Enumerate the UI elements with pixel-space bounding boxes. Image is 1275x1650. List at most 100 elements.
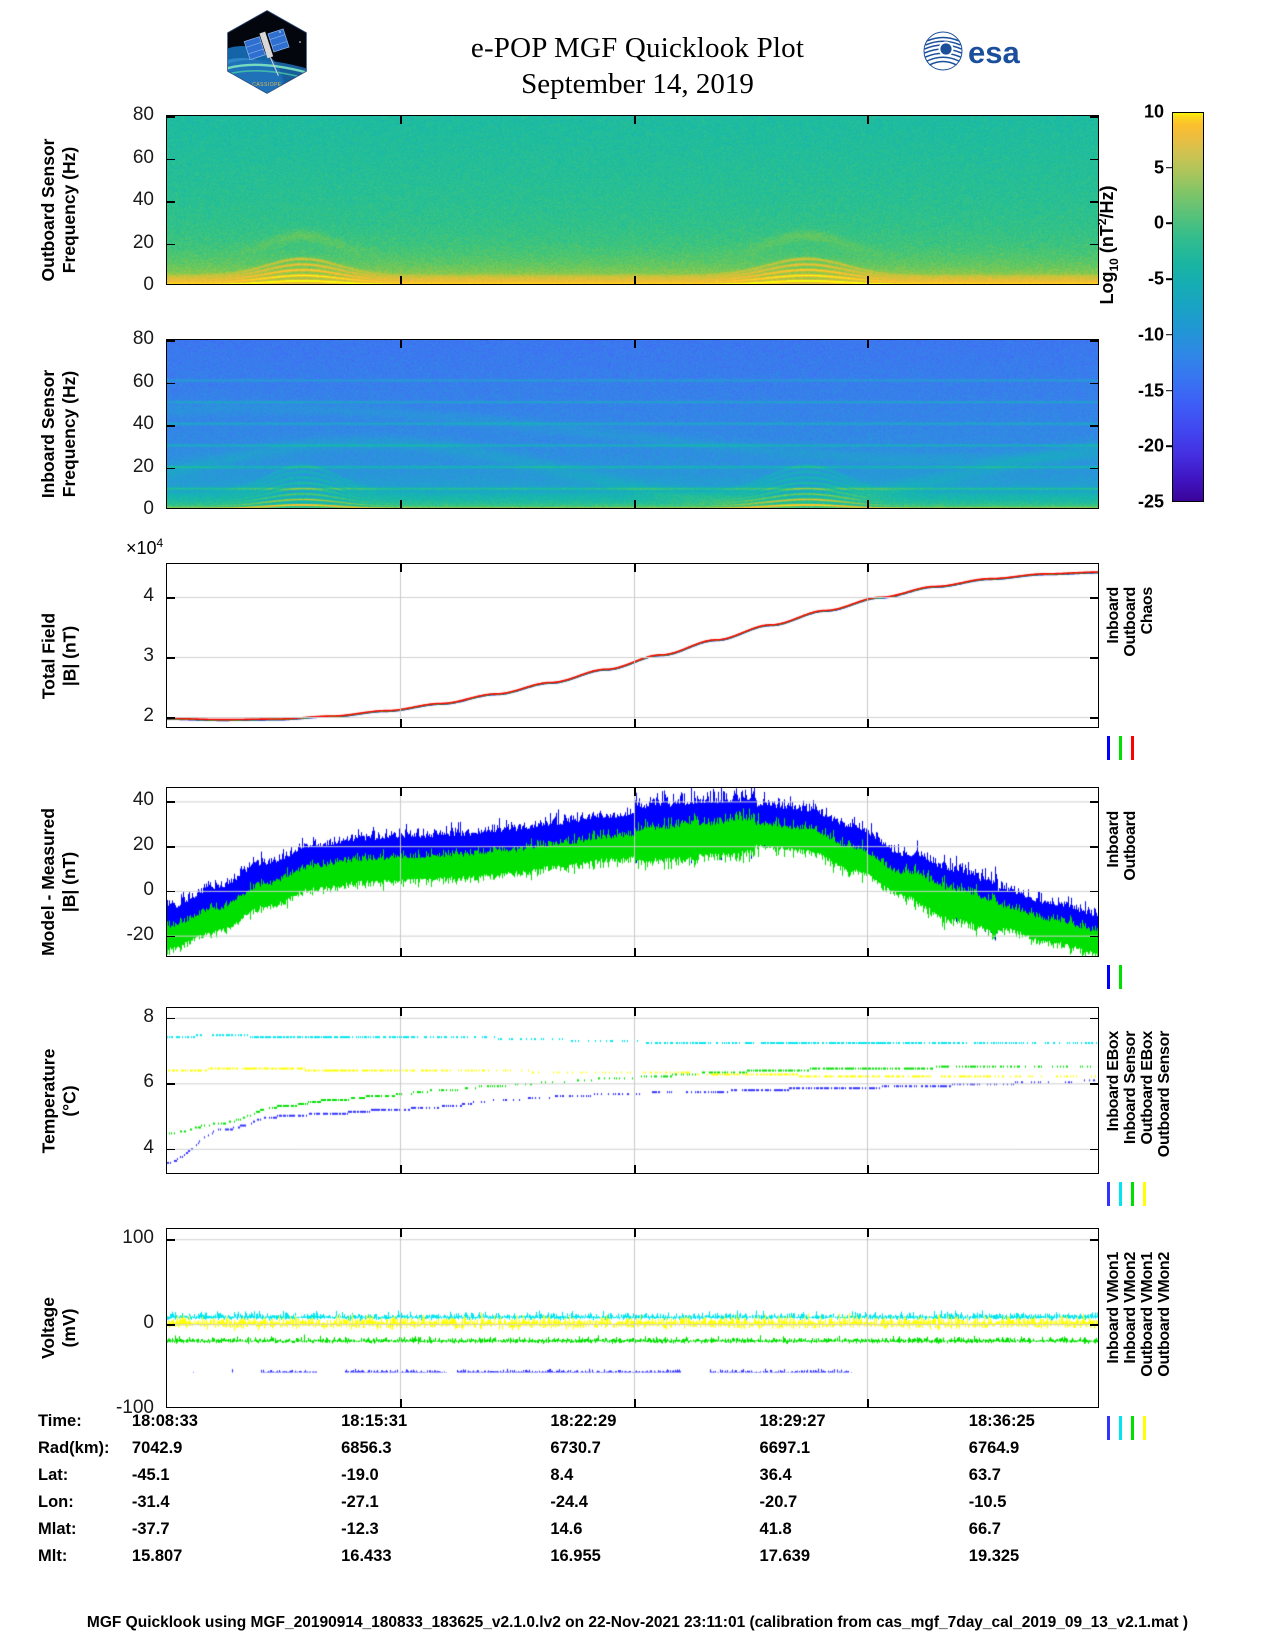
x-tickmark: [634, 116, 636, 124]
ytick-label: 60: [132, 370, 154, 392]
ytick-label: 40: [132, 189, 154, 210]
y-tickmark: [167, 201, 175, 203]
y-tickmark: [1090, 846, 1098, 848]
ephemeris-table-grid: Time: 18:08:33 18:15:31 18:22:29 18:29:27 18:…: [38, 1408, 1178, 1570]
ephemeris-value: 6856.3: [341, 1439, 392, 1457]
ephemeris-value: 6764.9: [968, 1439, 1020, 1457]
x-tickmark: [867, 500, 869, 508]
y-tickmark: [1090, 1324, 1098, 1326]
ephemeris-row-label: Mlat:: [38, 1520, 77, 1538]
ephemeris-value: 63.7: [968, 1466, 1001, 1484]
y-tickmark: [167, 158, 175, 161]
ylabel-inboard-spectrogram: Inboard Sensor Frequency (Hz): [38, 309, 80, 559]
ephemeris-value: -19.0: [341, 1466, 379, 1484]
ephemeris-value: 18:15:31: [341, 1412, 408, 1430]
y-tickmark: [1090, 243, 1098, 246]
title-main-text: e-POP MGF Quicklook Plot: [470, 32, 805, 64]
ytick-label: 3: [143, 645, 154, 666]
ephemeris-value: -10.5: [968, 1493, 1007, 1511]
y-tickmark: [167, 382, 175, 385]
colorbar-gradient: [1172, 112, 1204, 502]
x-tickmark: [634, 948, 636, 956]
ephemeris-value: -37.7: [131, 1520, 170, 1538]
data-canvas-outboard-spectrogram: [167, 116, 1098, 284]
ytick-label: 60: [132, 146, 154, 168]
x-tickmark: [400, 1165, 402, 1173]
colorbar-tickmark: [1166, 278, 1173, 280]
page-title: e-POP MGF Quicklook Plot September 14, 2…: [0, 30, 1275, 102]
x-tickmark: [400, 948, 402, 956]
ephemeris-value: -12.3: [341, 1520, 379, 1538]
ephemeris-row: Mlat: -37.7 -12.3 14.6 41.8 66.7: [38, 1516, 1178, 1543]
ephemeris-row: Time: 18:08:33 18:15:31 18:22:29 18:29:27 18:…: [38, 1408, 1178, 1435]
colorbar-tick-label: -25: [1137, 491, 1164, 512]
y-tickmark: [1090, 201, 1098, 203]
ephemeris-value: 8.4: [550, 1466, 574, 1484]
x-tickmark: [867, 948, 869, 956]
ephemeris-row-label: Lat:: [38, 1466, 69, 1484]
ytick-label: 4: [143, 585, 154, 606]
ylabel-line2: |B| (nT): [59, 625, 79, 686]
title-date-text: September 14, 2019: [521, 68, 754, 100]
x-tickmark: [400, 788, 402, 796]
ephemeris-value: -24.4: [550, 1493, 588, 1511]
y-tickmark: [167, 597, 175, 599]
legend-label: Chaos: [1139, 587, 1156, 635]
ytick-label: 0: [143, 878, 154, 900]
y-tickmark: [1090, 340, 1098, 342]
ylabel-temperature: Temperature (°C): [38, 977, 80, 1224]
ylabel-line1: Temperature: [38, 1048, 58, 1153]
y-tickmark: [167, 116, 175, 118]
ephemeris-row-label: Rad(km):: [38, 1439, 110, 1457]
ephemeris-value: -31.4: [131, 1493, 170, 1511]
ephemeris-value: 18:29:27: [759, 1412, 826, 1430]
y-tickmark: [167, 425, 175, 427]
x-tickmark: [400, 340, 402, 348]
ephemeris-row: Lon: -31.4 -27.1 -24.4 -20.7 -10.5: [38, 1489, 1178, 1516]
x-tickmark: [400, 500, 402, 508]
legend-label: Outboard VMon1: [1139, 1252, 1156, 1377]
ephemeris-value: 6730.7: [550, 1439, 601, 1457]
ephemeris-row-label: Mlt:: [38, 1547, 68, 1565]
ephemeris-row: Lat: -45.1 -19.0 8.4 36.4 63.7: [38, 1462, 1178, 1489]
x-tickmark: [867, 340, 869, 348]
ephemeris-value: 16.955: [550, 1547, 601, 1565]
ytick-label: 2: [143, 705, 154, 726]
x-tickmark: [634, 788, 636, 796]
x-tickmark: [634, 1165, 636, 1173]
y-tickmark: [167, 467, 175, 470]
y-tickmark: [1090, 1017, 1098, 1020]
legend-label: Outboard EBox: [1139, 1031, 1156, 1145]
axes-temperature: [166, 1007, 1099, 1174]
y-tickmark: [167, 890, 175, 893]
y-tickmark: [1090, 935, 1098, 938]
x-tickmark: [867, 276, 869, 284]
colorbar-tick-label: 5: [1153, 157, 1164, 178]
ephemeris-value: -20.7: [759, 1493, 798, 1511]
ytick-label: 20: [132, 455, 154, 477]
x-tickmark: [400, 719, 402, 727]
ephemeris-value: 66.7: [968, 1520, 1001, 1538]
colorbar-tick-label: 10: [1143, 101, 1164, 122]
x-tickmark: [634, 276, 636, 284]
ytick-label: 100: [122, 1227, 154, 1249]
legend-label: Outboard VMon2: [1156, 1252, 1173, 1377]
x-tickmark: [400, 1399, 402, 1407]
ylabel-line1: Total Field: [38, 612, 58, 699]
legend-swatch: [1131, 1182, 1134, 1206]
ephemeris-value: 36.4: [759, 1466, 792, 1484]
y-tickmark: [1090, 1239, 1098, 1241]
x-tickmark: [634, 500, 636, 508]
legend-label: Inboard Sensor: [1122, 1031, 1139, 1145]
esa-logo-icon: esa: [920, 28, 1045, 74]
data-canvas-model-minus-measured: [167, 788, 1098, 956]
y-tickmark: [167, 243, 175, 246]
ytick-label: -100: [115, 1397, 154, 1418]
legend-swatch: [1107, 736, 1110, 760]
ylabel-line2: Frequency (Hz): [59, 370, 79, 498]
legend-label: Outboard Sensor: [1156, 1031, 1173, 1158]
y-tickmark: [167, 1017, 175, 1020]
x-tickmark: [867, 116, 869, 124]
legend-label: Inboard: [1105, 811, 1122, 868]
y-tickmark: [167, 657, 175, 659]
